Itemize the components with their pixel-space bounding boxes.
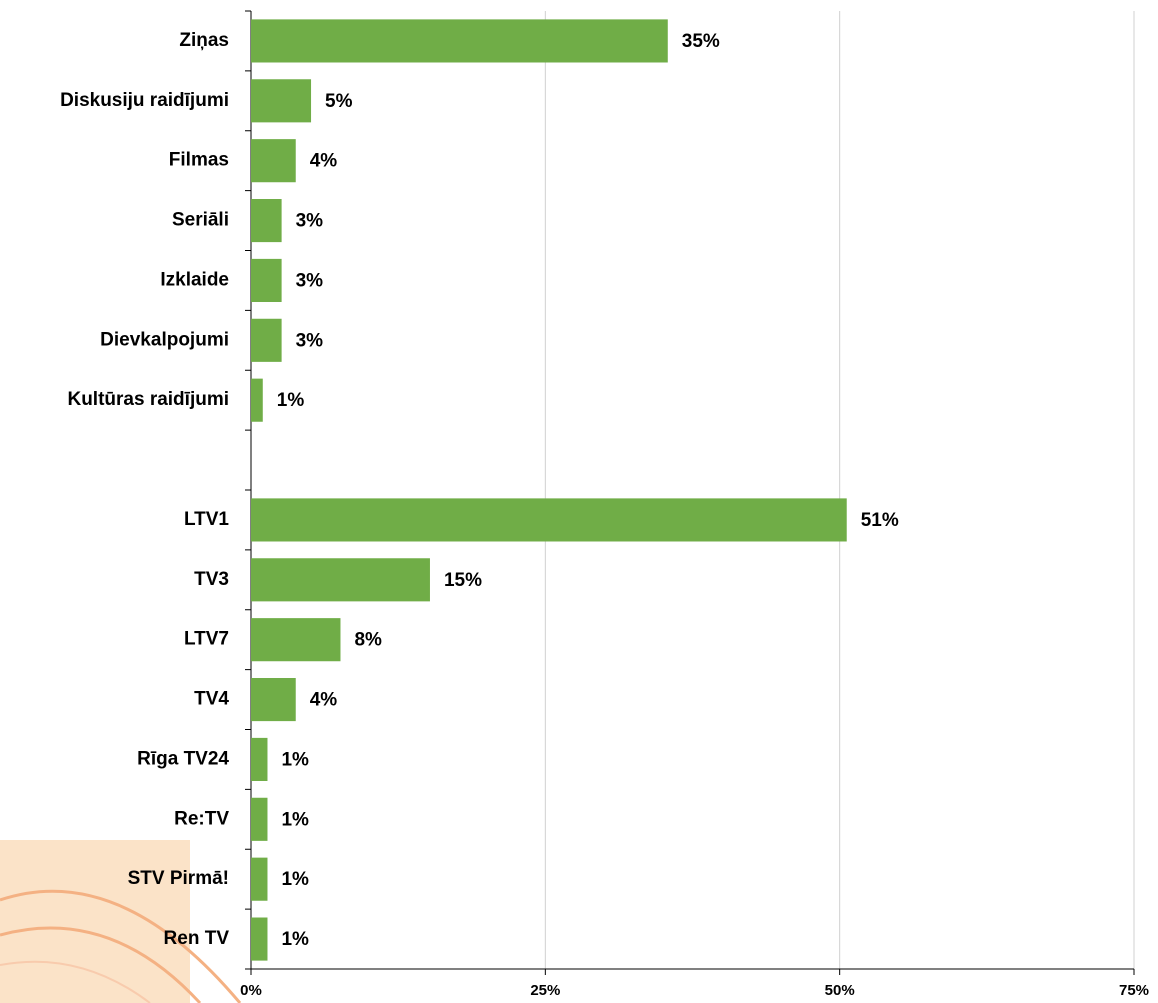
arc [0,960,151,1003]
bar [251,678,296,722]
bar [251,618,341,662]
arc [0,889,242,1003]
bar [251,737,268,781]
value-label: 51% [861,510,899,531]
bar [251,917,268,961]
value-label: 1% [281,869,309,890]
x-tick-label: 50% [825,982,855,999]
value-label: 3% [296,211,324,232]
value-label: 3% [296,270,324,291]
value-label: 8% [354,630,382,651]
y-tick-label: Ziņas [179,30,229,51]
y-tick-label: STV Pirmā! [128,868,229,889]
value-label: 3% [296,330,324,351]
value-label: 5% [325,91,353,112]
x-tick-label: 75% [1119,982,1149,999]
y-tick-label: Kultūras raidījumi [67,389,229,410]
bar [251,498,847,542]
value-label: 4% [310,690,338,711]
value-label: 15% [444,570,482,591]
bar [251,258,282,302]
value-label: 1% [281,809,309,830]
y-tick-label: Re:TV [174,808,229,829]
bar [251,139,296,183]
value-label: 1% [281,929,309,950]
bar [251,199,282,243]
y-tick-label: Izklaide [160,269,229,290]
y-tick-label: Filmas [169,150,229,171]
value-label: 35% [682,31,720,52]
x-tick-label: 25% [530,982,560,999]
y-tick-label: LTV1 [184,509,229,530]
bar [251,19,668,63]
bar [251,857,268,901]
y-tick-label: Seriāli [172,210,229,231]
bar [251,79,312,123]
bar [251,378,263,422]
background-shape [0,840,190,1003]
y-tick-label: LTV7 [184,629,229,650]
x-tick-label: 0% [240,982,262,999]
bar [251,797,268,841]
y-tick-label: Ren TV [164,928,230,949]
y-tick-label: TV4 [194,689,229,710]
y-tick-label: Diskusiju raidījumi [60,90,229,111]
y-tick-label: TV3 [194,569,229,590]
arc [0,926,202,1003]
y-tick-label: Rīga TV24 [137,748,229,769]
value-label: 1% [281,749,309,770]
value-label: 4% [310,151,338,172]
bar [251,558,430,602]
value-label: 1% [277,390,305,411]
bar [251,318,282,362]
decoration [0,840,242,1003]
y-tick-label: Dievkalpojumi [100,329,229,350]
